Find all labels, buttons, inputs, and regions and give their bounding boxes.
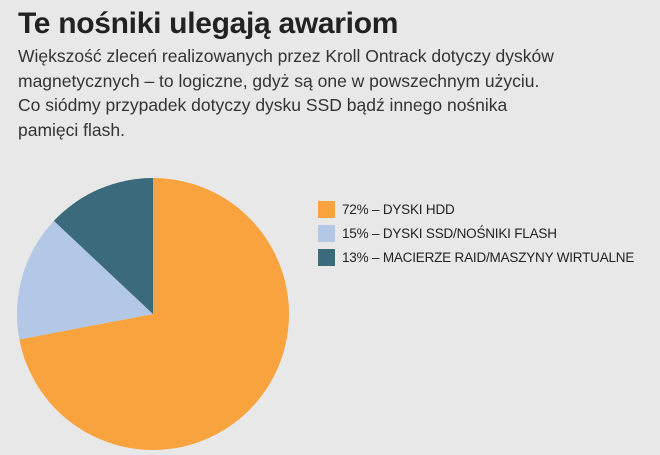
legend-item-2: 15% – DYSKI SSD/NOŚNIKI FLASH [318,221,634,245]
legend-swatch [318,248,335,266]
subtitle-line: pamięci flash. [18,119,125,140]
subtitle-line: Co siódmy przypadek dotyczy dysku SSD bą… [18,95,508,115]
chart-legend: 72% – DYSKI HDD 15% – DYSKI SSD/NOŚNIKI F… [318,197,634,269]
legend-label: 72% – DYSKI HDD [342,201,455,217]
legend-label: 15% – DYSKI SSD/NOŚNIKI FLASH [342,225,557,241]
pie-slice-3 [53,178,153,314]
subtitle-line: Większość zleceń realizowanych przez Kro… [18,46,554,66]
legend-swatch [318,200,335,218]
pie-slice-2 [17,220,153,340]
chart-title: Te nośniki ulegają awariom [18,7,399,40]
legend-label: 13% – MACIERZE RAID/MASZYNY WIRTUALNE [342,249,635,265]
legend-swatch [318,224,335,242]
subtitle-line: magnetycznych – to logiczne, gdyż są one… [18,70,540,91]
legend-item-1: 72% – DYSKI HDD [318,197,634,221]
legend-item-3: 13% – MACIERZE RAID/MASZYNY WIRTUALNE [318,245,634,269]
chart-subtitle: Większość zleceń realizowanych przez Kro… [18,44,650,142]
pie-slice-1 [19,178,290,450]
